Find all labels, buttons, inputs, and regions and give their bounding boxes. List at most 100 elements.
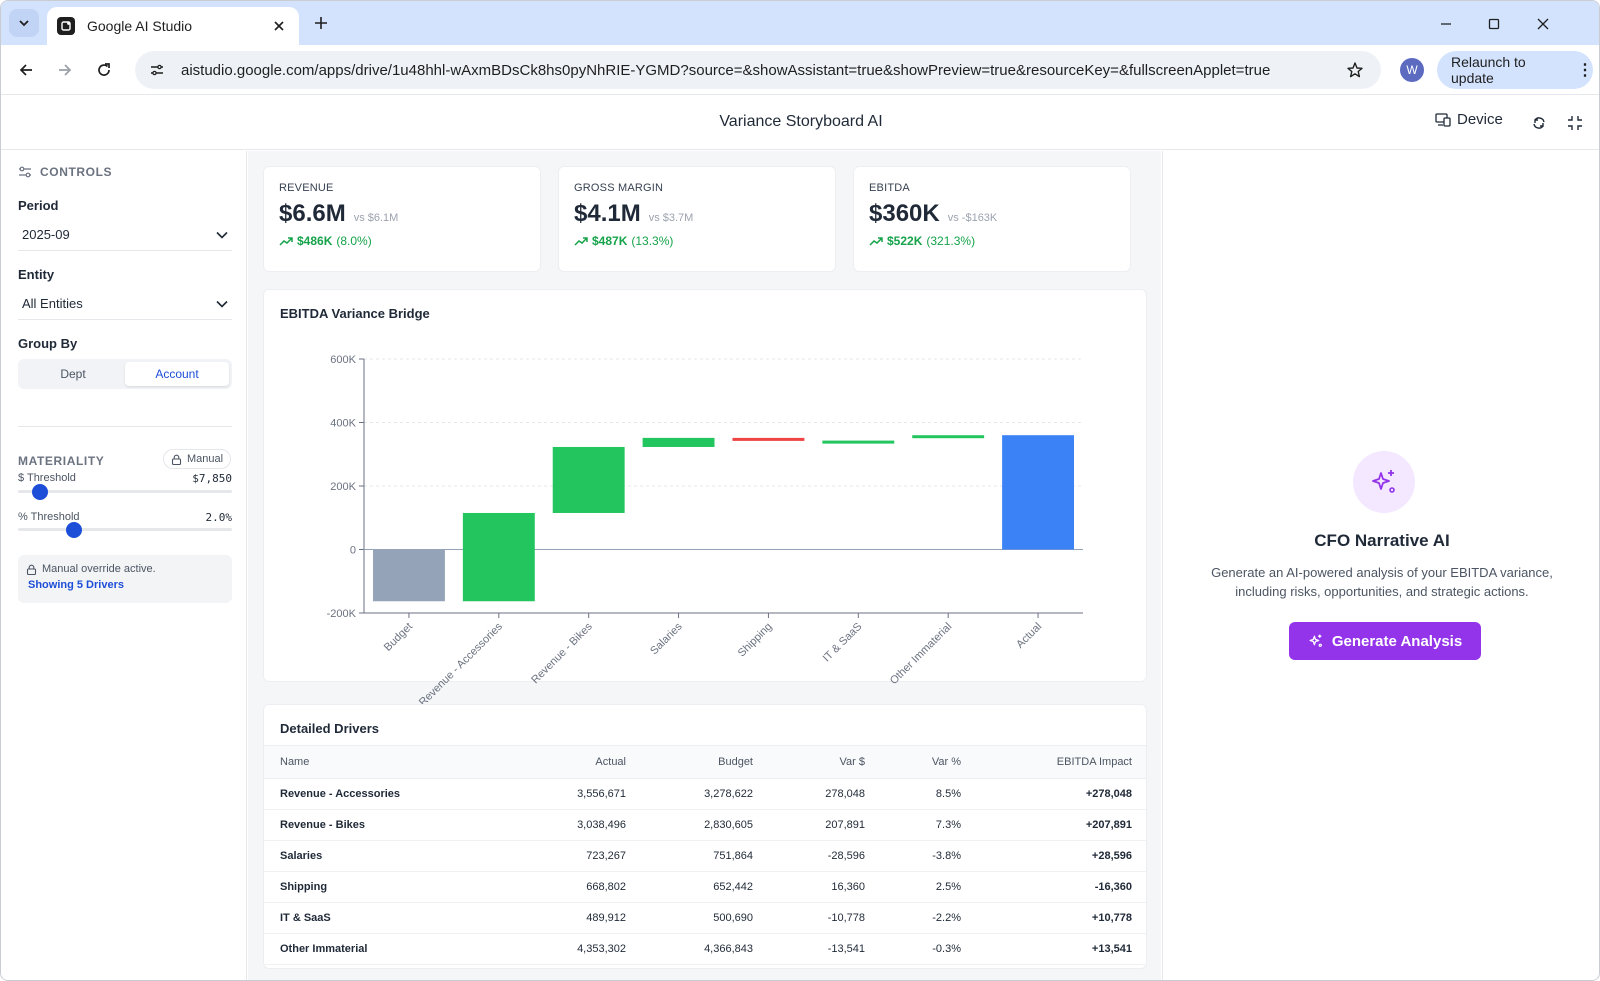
manual-mode-badge[interactable]: Manual bbox=[163, 449, 231, 469]
driver-name: IT & SaaS bbox=[264, 902, 484, 934]
controls-caption-text: CONTROLS bbox=[40, 165, 113, 179]
group-by-dept-button[interactable]: Dept bbox=[60, 367, 86, 381]
driver-name: Revenue - Bikes bbox=[264, 809, 484, 841]
kpi-label: EBITDA bbox=[869, 182, 910, 194]
site-settings-icon[interactable] bbox=[149, 62, 165, 78]
bar-salaries bbox=[642, 437, 715, 447]
pct-threshold-label: % Threshold bbox=[18, 511, 80, 523]
more-menu-icon[interactable]: ⋮ bbox=[1577, 62, 1593, 79]
kpi-label: GROSS MARGIN bbox=[574, 182, 664, 194]
showing-drivers-link[interactable]: Showing 5 Drivers bbox=[28, 579, 124, 591]
group-by-label: Group By bbox=[18, 336, 78, 351]
group-by-account-button[interactable]: Account bbox=[125, 362, 229, 386]
period-label: Period bbox=[18, 198, 59, 213]
tab-search-button[interactable] bbox=[9, 9, 39, 37]
kpi-vs: vs -$163K bbox=[947, 212, 998, 224]
col-budget[interactable]: Budget bbox=[626, 745, 753, 779]
driver-var-pct: 7.3% bbox=[865, 809, 961, 841]
chevron-down-icon bbox=[19, 20, 29, 27]
table-row[interactable]: IT & SaaS 489,912 500,690 -10,778 -2.2% +10,7… bbox=[264, 902, 1146, 934]
col-name[interactable]: Name bbox=[264, 745, 484, 779]
driver-ebitda-impact: +10,778 bbox=[961, 902, 1146, 934]
kpi-delta-pct: (13.3%) bbox=[631, 234, 674, 248]
ai-badge bbox=[1353, 451, 1415, 513]
y-tick-label: 600K bbox=[330, 354, 356, 366]
driver-name: Shipping bbox=[264, 871, 484, 903]
controls-caption: CONTROLS bbox=[18, 165, 112, 179]
x-tick-label: Revenue - Accessories bbox=[417, 620, 505, 708]
trend-up-icon bbox=[574, 237, 588, 246]
minimize-icon[interactable] bbox=[1433, 11, 1459, 37]
x-tick-label: Other Immaterial bbox=[888, 621, 954, 687]
address-bar[interactable]: aistudio.google.com/apps/drive/1u48hhl-w… bbox=[135, 51, 1381, 89]
controls-sidebar: CONTROLS Period 2025-09 Entity All Entit… bbox=[1, 151, 247, 980]
pct-threshold-row: % Threshold 2.0% bbox=[18, 511, 232, 524]
kpi-delta-pct: (8.0%) bbox=[336, 234, 372, 248]
kpi-card-ebitda: EBITDA $360K vs -$163K $522K (321.3%) bbox=[853, 166, 1131, 272]
lock-icon bbox=[26, 564, 37, 575]
pct-threshold-thumb[interactable] bbox=[65, 522, 82, 538]
col-var[interactable]: Var $ bbox=[753, 745, 865, 779]
driver-actual: 723,267 bbox=[484, 840, 626, 872]
lock-icon bbox=[171, 454, 182, 465]
driver-actual: 4,353,302 bbox=[484, 933, 626, 965]
trend-up-icon bbox=[869, 237, 883, 246]
maximize-icon[interactable] bbox=[1481, 11, 1507, 37]
new-tab-icon[interactable] bbox=[309, 11, 333, 35]
bookmark-star-icon[interactable] bbox=[1341, 56, 1369, 84]
ai-panel-title: CFO Narrative AI bbox=[1314, 531, 1450, 550]
period-select[interactable]: 2025-09 bbox=[18, 219, 232, 251]
refresh-preview-icon[interactable] bbox=[1528, 112, 1550, 134]
col-var-pct[interactable]: Var % bbox=[865, 745, 961, 779]
chart-title: EBITDA Variance Bridge bbox=[280, 306, 430, 321]
sparkles-icon bbox=[1309, 634, 1322, 647]
table-row[interactable]: Revenue - Bikes 3,038,496 2,830,605 207,891… bbox=[264, 809, 1146, 841]
close-tab-icon[interactable] bbox=[269, 16, 289, 36]
y-tick-label: 0 bbox=[350, 545, 356, 557]
x-tick-label: IT & SaaS bbox=[821, 621, 865, 665]
driver-var: 16,360 bbox=[753, 871, 865, 903]
kpi-delta-pct: (321.3%) bbox=[926, 234, 976, 248]
pct-threshold-value: 2.0% bbox=[205, 511, 233, 524]
col-actual[interactable]: Actual bbox=[484, 745, 626, 779]
dollar-threshold-thumb[interactable] bbox=[31, 484, 48, 500]
kpi-delta-value: $522K bbox=[887, 234, 923, 248]
table-row[interactable]: Shipping 668,802 652,442 16,360 2.5% -16,360 bbox=[264, 871, 1146, 903]
table-row[interactable]: Other Immaterial 4,353,302 4,366,843 -13,54… bbox=[264, 933, 1146, 965]
kpi-delta: $487K (13.3%) bbox=[574, 234, 820, 248]
driver-budget: 4,366,843 bbox=[626, 933, 753, 965]
driver-var-pct: -3.8% bbox=[865, 840, 961, 872]
driver-name: Salaries bbox=[264, 840, 484, 872]
dollar-threshold-slider[interactable] bbox=[18, 484, 232, 500]
pct-threshold-slider[interactable] bbox=[18, 522, 232, 538]
exit-fullscreen-icon[interactable] bbox=[1564, 112, 1586, 134]
kpi-value: $4.1M bbox=[574, 200, 641, 227]
generate-analysis-button[interactable]: Generate Analysis bbox=[1289, 622, 1481, 660]
driver-budget: 3,278,622 bbox=[626, 778, 753, 810]
forward-icon[interactable] bbox=[52, 57, 78, 83]
back-icon[interactable] bbox=[13, 57, 39, 83]
kpi-card-revenue: REVENUE $6.6M vs $6.1M $486K (8.0%) bbox=[263, 166, 541, 272]
chevron-down-icon bbox=[216, 300, 228, 308]
sliders-icon bbox=[19, 166, 31, 178]
kpi-label: REVENUE bbox=[279, 182, 334, 194]
driver-actual: 3,038,496 bbox=[484, 809, 626, 841]
table-title: Detailed Drivers bbox=[280, 721, 379, 736]
driver-var-pct: -2.2% bbox=[865, 902, 961, 934]
group-by-toggle: Dept Account bbox=[18, 359, 232, 389]
entity-select[interactable]: All Entities bbox=[18, 288, 232, 320]
trend-up-icon bbox=[279, 237, 293, 246]
table-row[interactable]: Salaries 723,267 751,864 -28,596 -3.8% +28,59… bbox=[264, 840, 1146, 872]
table-header-row: Name Actual Budget Var $ Var % EBITDA Im… bbox=[264, 745, 1146, 779]
browser-tab[interactable]: Google AI Studio bbox=[47, 7, 299, 45]
table-row[interactable]: Revenue - Accessories 3,556,671 3,278,622 2… bbox=[264, 778, 1146, 810]
reload-icon[interactable] bbox=[91, 57, 117, 83]
driver-actual: 489,912 bbox=[484, 902, 626, 934]
close-window-icon[interactable] bbox=[1530, 11, 1556, 37]
profile-avatar[interactable]: W bbox=[1400, 58, 1424, 82]
x-tick-label: Budget bbox=[382, 621, 415, 654]
relaunch-button[interactable]: Relaunch to update ⋮ bbox=[1437, 51, 1593, 89]
device-toggle[interactable]: Device bbox=[1435, 111, 1503, 128]
col-ebitda-impact[interactable]: EBITDA Impact bbox=[961, 745, 1146, 779]
